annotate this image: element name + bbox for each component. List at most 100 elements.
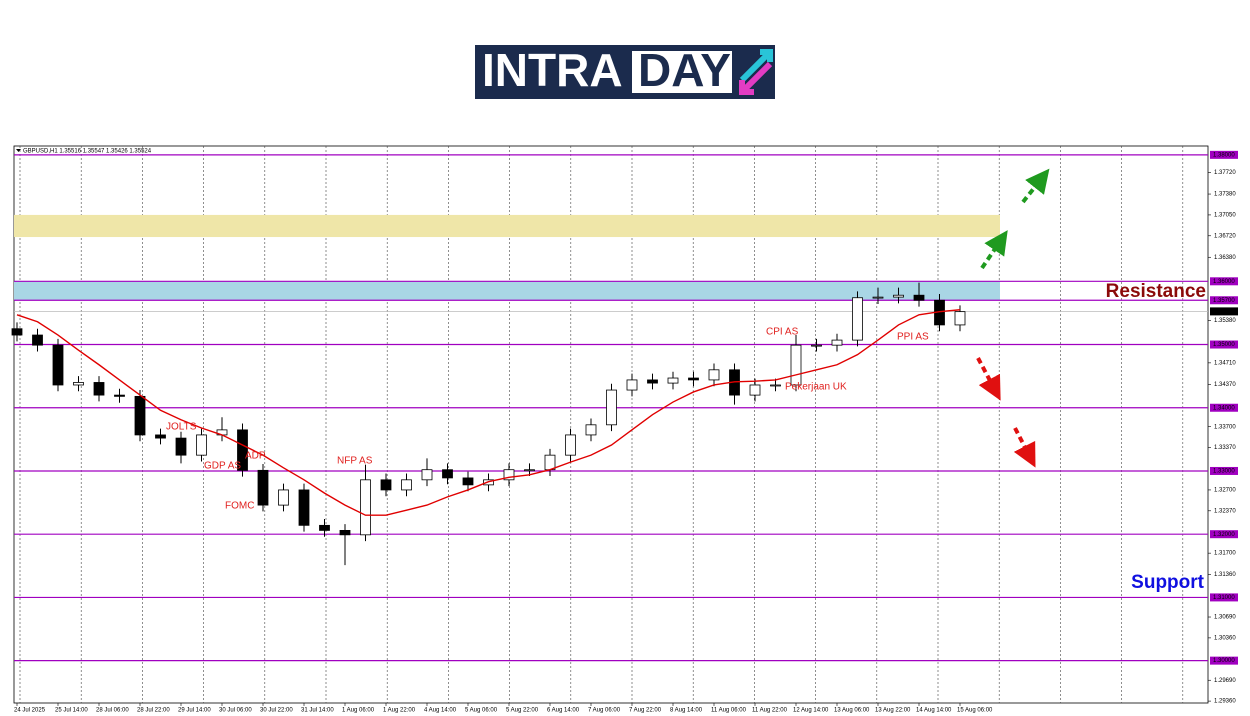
level-label: 1.31000 [1213,595,1235,601]
logo-text: DAY [638,44,731,96]
y-tick-label: 1.34710 [1214,360,1236,366]
candle-body [688,377,699,381]
support-label: Support [1131,572,1204,593]
candle-body [360,479,371,536]
x-tick-label: 30 Jul 06:00 [219,708,252,714]
candle-body [52,344,64,386]
level-label-box [1210,403,1238,412]
y-tick-label: 1.33370 [1214,445,1236,451]
x-tick-label: 1 Aug 22:00 [383,708,416,714]
last-price-box [1210,307,1238,316]
y-tick-label: 1.33700 [1214,424,1236,430]
candle-body [11,328,23,336]
chart-info: GBPUSD,H1 1.35516 1.35547 1.35426 1.3552… [23,149,152,155]
arrow-up [1021,168,1050,204]
level-label-box [1210,340,1238,349]
level-label: 1.32000 [1213,532,1235,538]
y-tick-label: 1.31700 [1214,551,1236,557]
candle-body [606,389,617,426]
resistance-label: Resistance [1106,281,1206,302]
candle-body [257,469,269,506]
level-label: 1.38000 [1213,152,1235,158]
annotation: JOLTS [166,422,197,433]
y-tick-label: 1.32370 [1214,508,1236,514]
level-label: 1.30000 [1213,658,1235,664]
x-tick-label: 7 Aug 06:00 [588,708,621,714]
y-tick-label: 1.37050 [1214,212,1236,218]
x-tick-label: 14 Aug 14:00 [916,708,952,714]
candle-body [319,524,330,531]
candle-body [442,469,453,479]
candle-body [770,384,781,387]
annotation: FOMC [225,501,254,512]
x-tick-label: 5 Aug 22:00 [506,708,539,714]
x-tick-label: 13 Aug 22:00 [875,708,911,714]
level-label-box [1210,593,1238,602]
x-tick-label: 4 Aug 14:00 [424,708,457,714]
candle-body [831,339,843,346]
level-label-box [1210,296,1238,305]
x-tick-label: 13 Aug 06:00 [834,708,870,714]
annotation: GDP AS [204,461,241,472]
annotation: PPI AS [897,332,929,343]
y-tick-label: 1.30360 [1214,635,1236,641]
level-label: 1.33000 [1213,469,1235,475]
x-tick-label: 30 Jul 22:00 [260,708,293,714]
y-tick-label: 1.35380 [1214,318,1236,324]
candle-body [565,434,576,456]
x-tick-label: 8 Aug 14:00 [670,708,703,714]
candle-body [73,382,84,386]
candle-body [811,344,822,347]
candle-body [237,429,248,471]
candle-body [93,382,105,396]
x-tick-label: 28 Jul 22:00 [137,708,170,714]
level-label-box [1210,150,1238,159]
candle-body [790,344,802,386]
level-label: 1.35700 [1213,298,1235,304]
x-tick-label: 5 Aug 06:00 [465,708,498,714]
y-tick-label: 1.37380 [1214,192,1236,198]
level-label-box [1210,530,1238,539]
x-tick-label: 6 Aug 14:00 [547,708,580,714]
candle-body [647,379,658,384]
candle-body [749,384,761,396]
candle-body [585,424,597,436]
candle-body [155,434,166,439]
x-tick-label: 11 Aug 22:00 [752,708,788,714]
level-label-box [1210,466,1238,475]
annotation: CPI AS [766,327,799,338]
x-tick-label: 11 Aug 06:00 [711,708,747,714]
candle-body [954,311,966,326]
arrows [976,168,1050,468]
candle-body [401,479,412,491]
candle-body [626,379,638,391]
y-tick-label: 1.30690 [1214,615,1236,621]
annotation: NFP AS [337,456,373,467]
level-label-box [1210,277,1238,286]
y-tick-label: 1.29690 [1214,678,1236,684]
logo-text: INTRA [482,44,623,96]
y-tick-label: 1.29360 [1214,699,1236,705]
annotation: ADP [245,451,266,462]
logo-arrow [739,49,773,83]
x-tick-label: 1 Aug 06:00 [342,708,375,714]
arrow-down [976,357,1001,401]
candle-body [298,489,310,526]
level-label: 1.36000 [1213,279,1235,285]
arrow-down [1013,427,1036,468]
y-tick-label: 1.32700 [1214,488,1236,494]
level-label: 1.35000 [1213,342,1235,348]
moving-average [16,309,961,516]
candle-body [278,489,289,506]
candle-body [462,477,474,486]
x-tick-label: 7 Aug 22:00 [629,708,662,714]
x-tick-label: 25 Jul 14:00 [55,708,88,714]
zone [14,281,1000,301]
zone [14,214,1000,238]
candle-body [175,437,187,456]
annotation: Pekerjaan UK [785,382,847,393]
x-tick-label: 29 Jul 14:00 [178,708,211,714]
x-tick-label: 15 Aug 06:00 [957,708,993,714]
y-tick-label: 1.36720 [1214,233,1236,239]
